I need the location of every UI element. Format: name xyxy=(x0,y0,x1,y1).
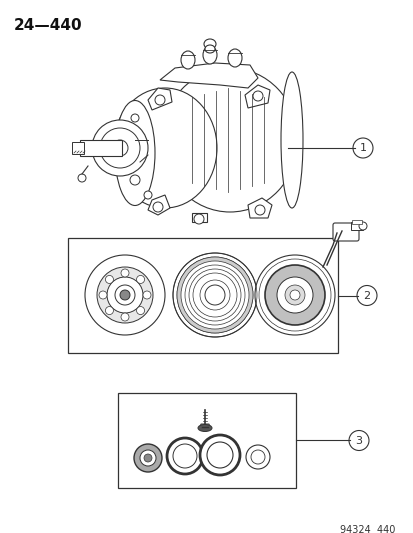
Circle shape xyxy=(144,191,152,199)
Ellipse shape xyxy=(280,72,302,208)
FancyBboxPatch shape xyxy=(332,223,358,241)
Text: 1: 1 xyxy=(358,143,366,153)
Circle shape xyxy=(99,291,107,299)
Circle shape xyxy=(254,255,334,335)
Circle shape xyxy=(136,276,144,284)
Ellipse shape xyxy=(115,101,154,206)
Circle shape xyxy=(112,140,128,156)
Circle shape xyxy=(204,285,224,305)
Bar xyxy=(351,220,361,224)
Bar xyxy=(350,222,362,230)
Bar xyxy=(80,140,122,156)
Circle shape xyxy=(154,95,165,105)
Circle shape xyxy=(284,285,304,305)
Bar xyxy=(72,142,84,154)
Ellipse shape xyxy=(204,45,214,53)
Text: 3: 3 xyxy=(355,435,362,446)
Circle shape xyxy=(144,454,152,462)
Ellipse shape xyxy=(180,51,195,69)
Circle shape xyxy=(356,286,376,305)
Circle shape xyxy=(100,128,140,168)
Circle shape xyxy=(121,313,129,321)
Polygon shape xyxy=(247,198,271,218)
Polygon shape xyxy=(199,424,209,427)
Text: 2: 2 xyxy=(363,290,370,301)
Circle shape xyxy=(189,269,240,321)
Circle shape xyxy=(173,253,256,337)
Circle shape xyxy=(107,277,142,313)
Circle shape xyxy=(166,438,202,474)
Circle shape xyxy=(131,114,139,122)
Circle shape xyxy=(140,450,156,466)
Circle shape xyxy=(254,205,264,215)
Circle shape xyxy=(348,431,368,450)
Ellipse shape xyxy=(197,424,211,432)
Circle shape xyxy=(194,214,204,224)
Circle shape xyxy=(206,442,233,468)
Polygon shape xyxy=(192,213,206,222)
Ellipse shape xyxy=(161,68,297,212)
Circle shape xyxy=(134,444,161,472)
Ellipse shape xyxy=(358,222,366,230)
Text: 94324  440: 94324 440 xyxy=(339,525,394,533)
Circle shape xyxy=(105,306,113,314)
Circle shape xyxy=(180,261,248,329)
Circle shape xyxy=(264,265,324,325)
Circle shape xyxy=(130,175,140,185)
Circle shape xyxy=(105,276,113,284)
Circle shape xyxy=(173,444,197,468)
Circle shape xyxy=(97,267,153,323)
Circle shape xyxy=(136,306,144,314)
Circle shape xyxy=(185,265,244,325)
Polygon shape xyxy=(244,85,269,108)
Ellipse shape xyxy=(204,39,216,49)
Circle shape xyxy=(92,120,147,176)
Polygon shape xyxy=(147,88,171,110)
Circle shape xyxy=(85,255,165,335)
Circle shape xyxy=(352,138,372,158)
Bar xyxy=(68,238,337,353)
Circle shape xyxy=(78,174,86,182)
Polygon shape xyxy=(147,195,170,215)
Circle shape xyxy=(121,269,129,277)
Polygon shape xyxy=(159,63,257,88)
Circle shape xyxy=(252,91,262,101)
Circle shape xyxy=(153,202,163,212)
Circle shape xyxy=(142,291,151,299)
Circle shape xyxy=(120,290,130,300)
Circle shape xyxy=(245,445,269,469)
Circle shape xyxy=(289,290,299,300)
Ellipse shape xyxy=(113,88,216,208)
Bar xyxy=(118,393,295,488)
Circle shape xyxy=(177,257,252,333)
Circle shape xyxy=(199,435,240,475)
Ellipse shape xyxy=(202,46,216,64)
Ellipse shape xyxy=(228,49,242,67)
Circle shape xyxy=(115,285,135,305)
Circle shape xyxy=(276,277,312,313)
Text: 24—440: 24—440 xyxy=(14,18,83,33)
Circle shape xyxy=(250,450,264,464)
